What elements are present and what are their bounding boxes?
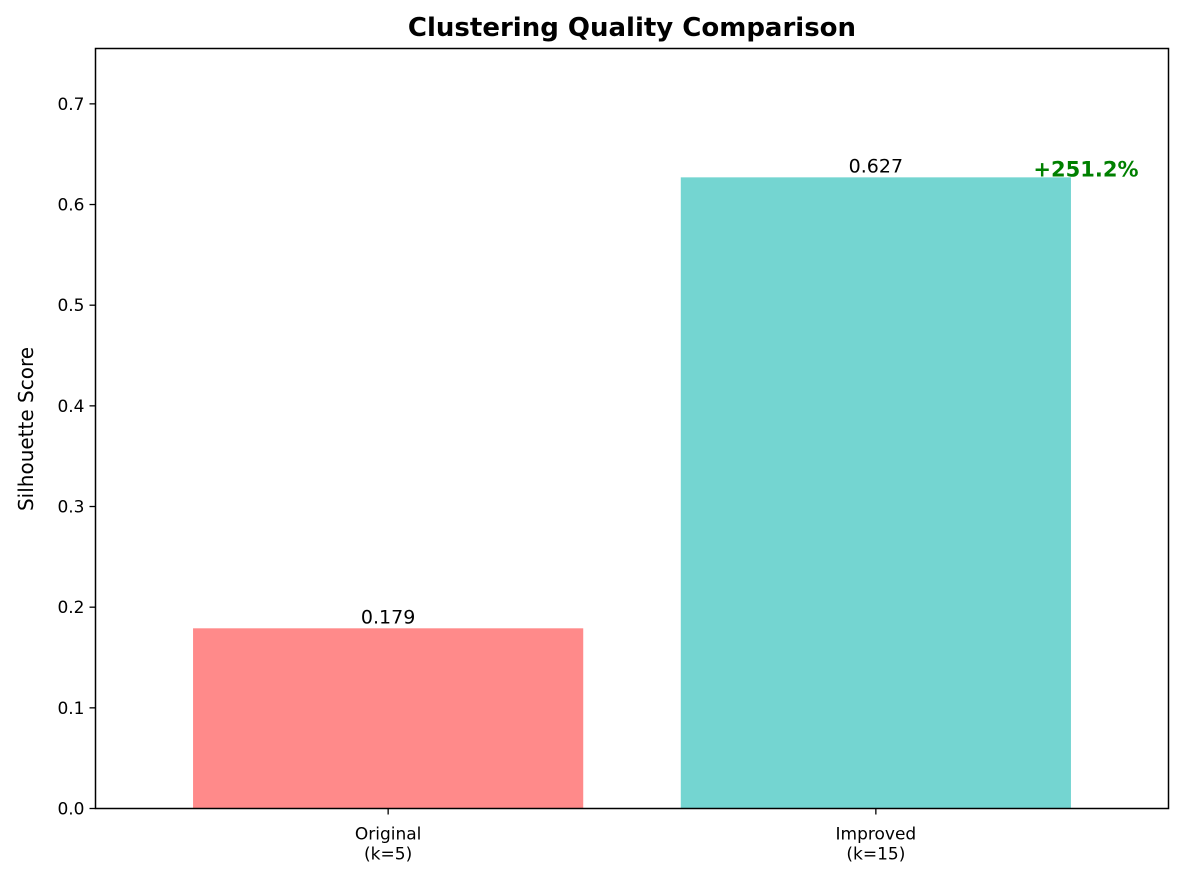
y-axis-label: Silhouette Score [14,347,38,511]
y-tick-label-2: 0.2 [57,598,84,618]
improvement-annotation: +251.2% [1033,157,1138,181]
y-tick-label-7: 0.7 [57,95,84,115]
y-tick-label-6: 0.6 [57,196,84,216]
value-labels: 0.179 0.627 [361,155,903,628]
y-tick-label-5: 0.5 [57,296,84,316]
y-axis-ticks: 0.0 0.1 0.2 0.3 0.4 0.5 0.6 0.7 [57,95,96,820]
x-axis-ticks: Original (k=5) Improved (k=15) [355,808,917,865]
x-tick-label-line: Improved [836,825,917,845]
plot-frame [94,47,1170,810]
y-tick-label-1: 0.1 [57,699,84,719]
x-tick-label-1: Improved (k=15) [836,825,917,865]
y-tick-label-0: 0.0 [57,800,84,820]
x-tick-label-0: Original (k=5) [355,825,422,865]
bar-0 [193,628,584,809]
bar-value-label-1: 0.627 [849,155,903,177]
x-tick-label-line: (k=15) [846,845,905,865]
x-tick-label-line: Original [355,825,422,845]
bars [193,177,1071,809]
y-tick-label-3: 0.3 [57,498,84,518]
bar-value-label-0: 0.179 [361,606,415,628]
bar-1 [680,177,1071,809]
chart-title: Clustering Quality Comparison [408,13,856,43]
x-tick-label-line: (k=5) [364,845,412,865]
y-tick-label-4: 0.4 [57,397,84,417]
